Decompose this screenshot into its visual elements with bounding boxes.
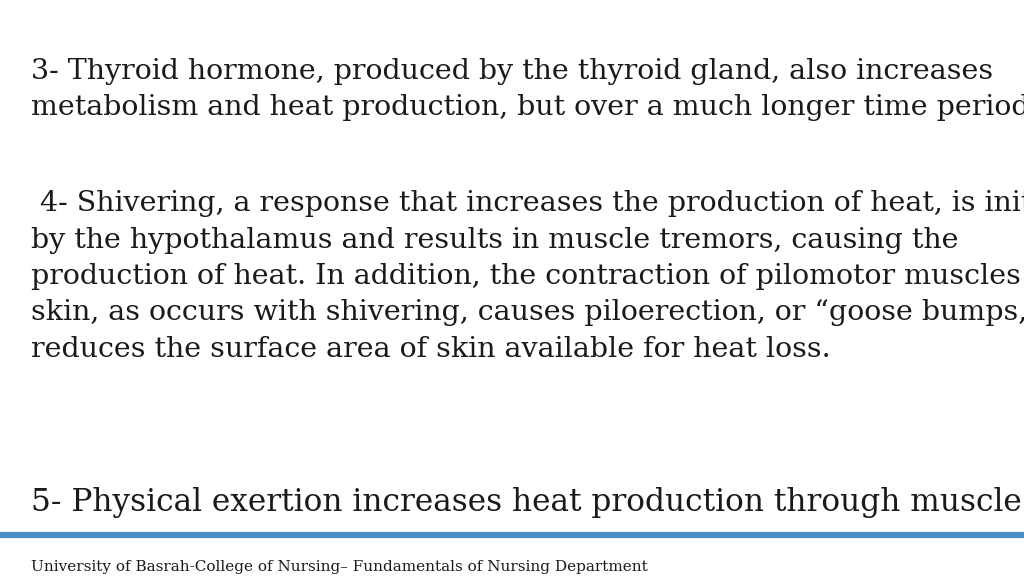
Text: 4- Shivering, a response that increases the production of heat, is initiated
by : 4- Shivering, a response that increases …: [31, 190, 1024, 363]
Text: 3- Thyroid hormone, produced by the thyroid gland, also increases
metabolism and: 3- Thyroid hormone, produced by the thyr…: [31, 58, 1024, 121]
Text: University of Basrah-College of Nursing– Fundamentals of Nursing Department: University of Basrah-College of Nursing–…: [31, 560, 647, 574]
Text: 5- Physical exertion increases heat production through muscle movements: 5- Physical exertion increases heat prod…: [31, 487, 1024, 518]
